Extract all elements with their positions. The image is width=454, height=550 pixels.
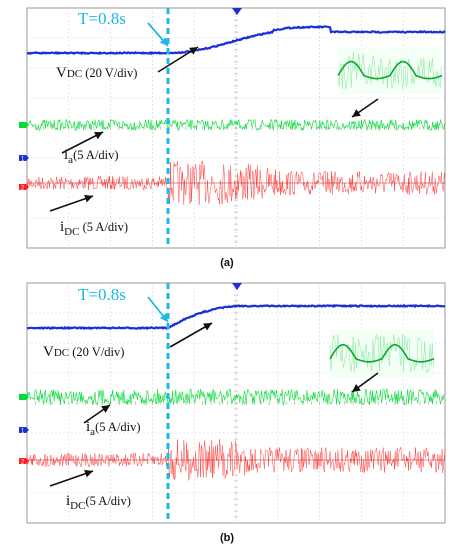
scope-panel-b: 12: [19, 282, 446, 524]
ia-arrow: [61, 131, 104, 154]
vdc-label-main: V: [43, 344, 54, 360]
idc-label-sub: DC: [70, 500, 85, 512]
channel-marker-1: 1: [19, 427, 29, 435]
vdc-arrow: [157, 46, 199, 73]
ia-trace: [26, 118, 445, 132]
vdc-label-sub: DC: [54, 347, 69, 359]
time-marker-arrow: [147, 296, 169, 323]
ia-trace: [26, 388, 445, 406]
vdc-trace: [26, 25, 446, 56]
ia-label-main: i: [64, 147, 68, 163]
ia-label-main: i: [86, 419, 90, 435]
caption-a: (a): [220, 257, 234, 269]
vdc-label: VDC (20 V/div): [56, 65, 137, 81]
idc-label-scale: (5 A/div): [85, 494, 130, 508]
time-marker-arrow: [147, 22, 169, 47]
vdc-label-scale: (20 V/div): [69, 345, 124, 359]
ia-label: ia(5 A/div): [86, 419, 141, 438]
channel-marker-label: 1: [21, 157, 25, 163]
channel-marker-ia: [19, 122, 29, 128]
time-marker-label: T=0.8s: [78, 285, 126, 304]
channel-marker-1: 1: [19, 155, 29, 163]
caption-b: (b): [219, 532, 235, 544]
idc-label: iDC (5 A/div): [60, 219, 128, 238]
channel-marker-label: 2: [21, 186, 25, 192]
idc-arrow: [49, 469, 94, 487]
ia-label-sub: a: [90, 426, 95, 438]
idc-label: iDC(5 A/div): [66, 493, 131, 512]
idc-trace: [26, 439, 446, 481]
channel-marker-2: 2: [19, 458, 29, 466]
ia-inset-arrow: [351, 98, 379, 118]
channel-marker-ia: [19, 394, 29, 400]
vdc-label: VDC (20 V/div): [43, 344, 124, 360]
idc-label-sub: DC: [64, 226, 79, 238]
time-marker-label: T=0.8s: [78, 9, 126, 28]
idc-label-main: i: [66, 493, 70, 509]
scope-panel-a: 12: [19, 7, 446, 249]
ia-label: ia(5 A/div): [64, 147, 119, 166]
idc-label-scale: (5 A/div): [79, 220, 128, 234]
trigger-marker-icon: [232, 8, 242, 15]
ia-label-sub: a: [68, 154, 73, 166]
idc-label-main: i: [60, 219, 64, 235]
vdc-label-scale: (20 V/div): [82, 66, 137, 80]
ia-zoom-inset: [337, 48, 443, 94]
ia-zoom-inset: [329, 330, 435, 378]
channel-marker-label: 1: [21, 429, 25, 435]
ia-label-scale: (5 A/div): [73, 148, 118, 162]
idc-trace: [26, 160, 446, 205]
channel-marker-label: 2: [21, 460, 25, 466]
vdc-trace: [26, 303, 446, 331]
idc-arrow: [49, 194, 94, 212]
ia-label-scale: (5 A/div): [95, 420, 140, 434]
channel-marker-2: 2: [19, 184, 29, 192]
ia-arrow: [83, 404, 111, 424]
ia-inset-arrow: [351, 372, 379, 393]
trigger-marker-icon: [232, 283, 242, 290]
vdc-label-main: V: [56, 65, 67, 81]
vdc-label-sub: DC: [67, 68, 82, 80]
vdc-arrow: [169, 322, 213, 348]
